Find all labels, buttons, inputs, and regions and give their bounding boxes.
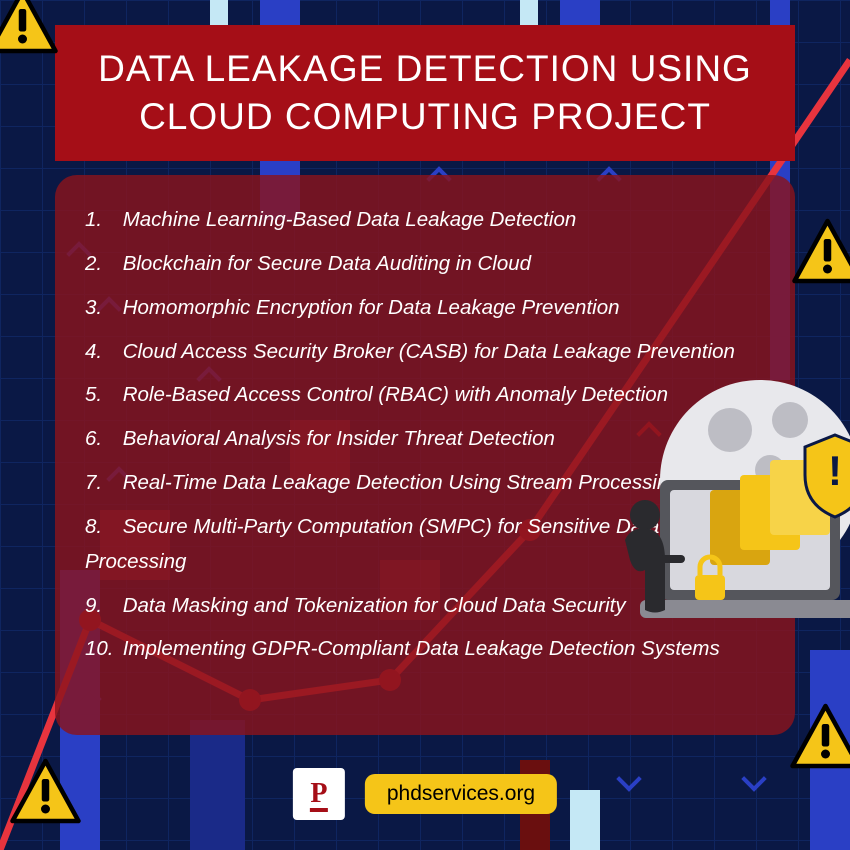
page-title: DATA LEAKAGE DETECTION USING CLOUD COMPU…: [85, 45, 765, 141]
site-url-pill: phdservices.org: [365, 774, 557, 814]
topic-item: 2. Blockchain for Secure Data Auditing i…: [85, 247, 765, 282]
topic-item: 3. Homomorphic Encryption for Data Leaka…: [85, 291, 765, 326]
bg-bar: [570, 790, 600, 850]
svg-text:!: !: [828, 447, 842, 494]
warning-icon: [788, 700, 850, 775]
warning-icon: [790, 215, 850, 290]
topic-item: 1. Machine Learning-Based Data Leakage D…: [85, 203, 765, 238]
logo: P: [293, 768, 345, 820]
title-banner: DATA LEAKAGE DETECTION USING CLOUD COMPU…: [55, 25, 795, 161]
footer: P phdservices.org: [293, 768, 557, 820]
bg-bar: [190, 720, 245, 850]
warning-icon: [8, 755, 83, 830]
security-illustration: !: [580, 360, 850, 650]
warning-icon: [0, 0, 60, 60]
